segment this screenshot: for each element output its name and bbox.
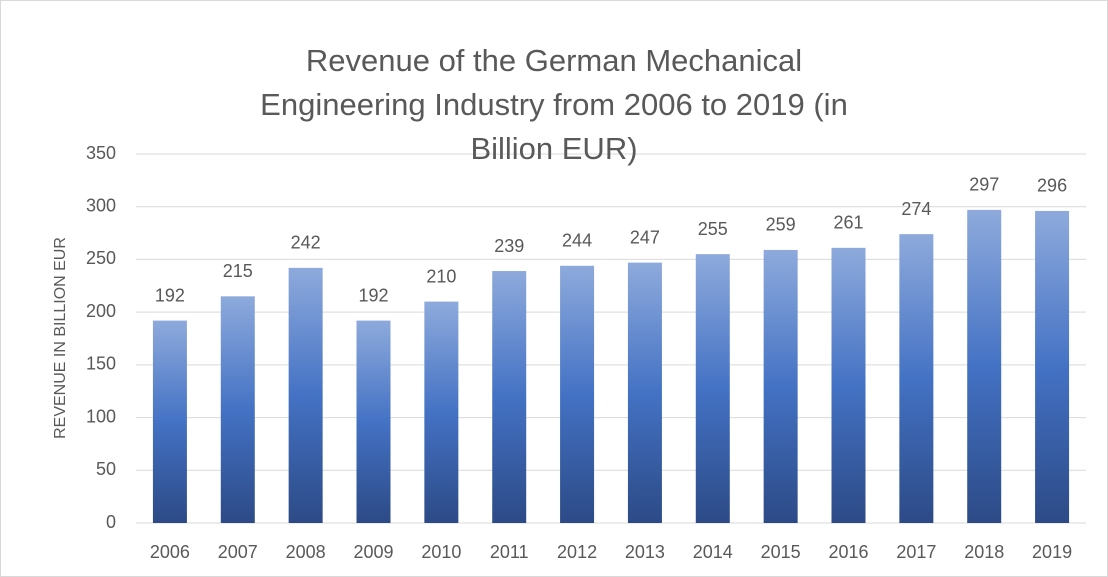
bar (288, 267, 323, 523)
y-tick-label: 50 (96, 459, 116, 479)
bar (560, 265, 595, 523)
y-tick-label: 150 (86, 354, 116, 374)
x-tick-label: 2012 (557, 542, 597, 562)
data-label: 259 (766, 215, 796, 235)
data-label: 215 (223, 261, 253, 281)
x-tick-label: 2011 (490, 542, 529, 562)
x-tick-label: 2014 (693, 542, 733, 562)
x-tick-label: 2018 (964, 542, 1004, 562)
data-label: 192 (155, 285, 185, 305)
bar (695, 254, 730, 523)
bar (627, 262, 662, 523)
data-label: 274 (901, 199, 931, 219)
data-label: 210 (426, 266, 456, 286)
x-tick-label: 2013 (625, 542, 665, 562)
y-tick-label: 100 (86, 406, 116, 426)
x-tick-label: 2010 (421, 542, 461, 562)
data-label: 247 (630, 227, 660, 247)
data-label: 244 (562, 231, 592, 251)
bar (899, 234, 934, 523)
data-label: 255 (698, 219, 728, 239)
x-tick-label: 2008 (286, 542, 326, 562)
bar (967, 209, 1002, 523)
x-tick-label: 2015 (761, 542, 801, 562)
x-tick-label: 2007 (218, 542, 258, 562)
data-label: 242 (291, 233, 321, 253)
bar (1035, 210, 1070, 523)
y-tick-label: 0 (106, 512, 116, 532)
x-tick-label: 2006 (150, 542, 190, 562)
bar (220, 296, 255, 523)
x-tick-label: 2017 (896, 542, 936, 562)
y-axis-label: REVENUE IN BILLION EUR (52, 237, 69, 439)
bar (831, 247, 866, 523)
bar (763, 249, 798, 523)
x-tick-label: 2009 (353, 542, 393, 562)
bar (356, 320, 391, 523)
x-tick-label: 2019 (1032, 542, 1072, 562)
y-tick-label: 350 (86, 143, 116, 163)
data-label: 297 (969, 175, 999, 195)
data-label: 261 (833, 213, 863, 233)
data-label: 239 (494, 236, 524, 256)
y-tick-label: 300 (86, 195, 116, 215)
data-label: 192 (358, 285, 388, 305)
bar (492, 271, 527, 523)
chart-title: Revenue of the German Mechanical Enginee… (260, 43, 848, 166)
bar (424, 301, 459, 523)
bar (152, 320, 187, 523)
y-tick-label: 200 (86, 301, 116, 321)
y-tick-label: 250 (86, 248, 116, 268)
x-tick-label: 2016 (828, 542, 868, 562)
data-label: 296 (1037, 176, 1067, 196)
